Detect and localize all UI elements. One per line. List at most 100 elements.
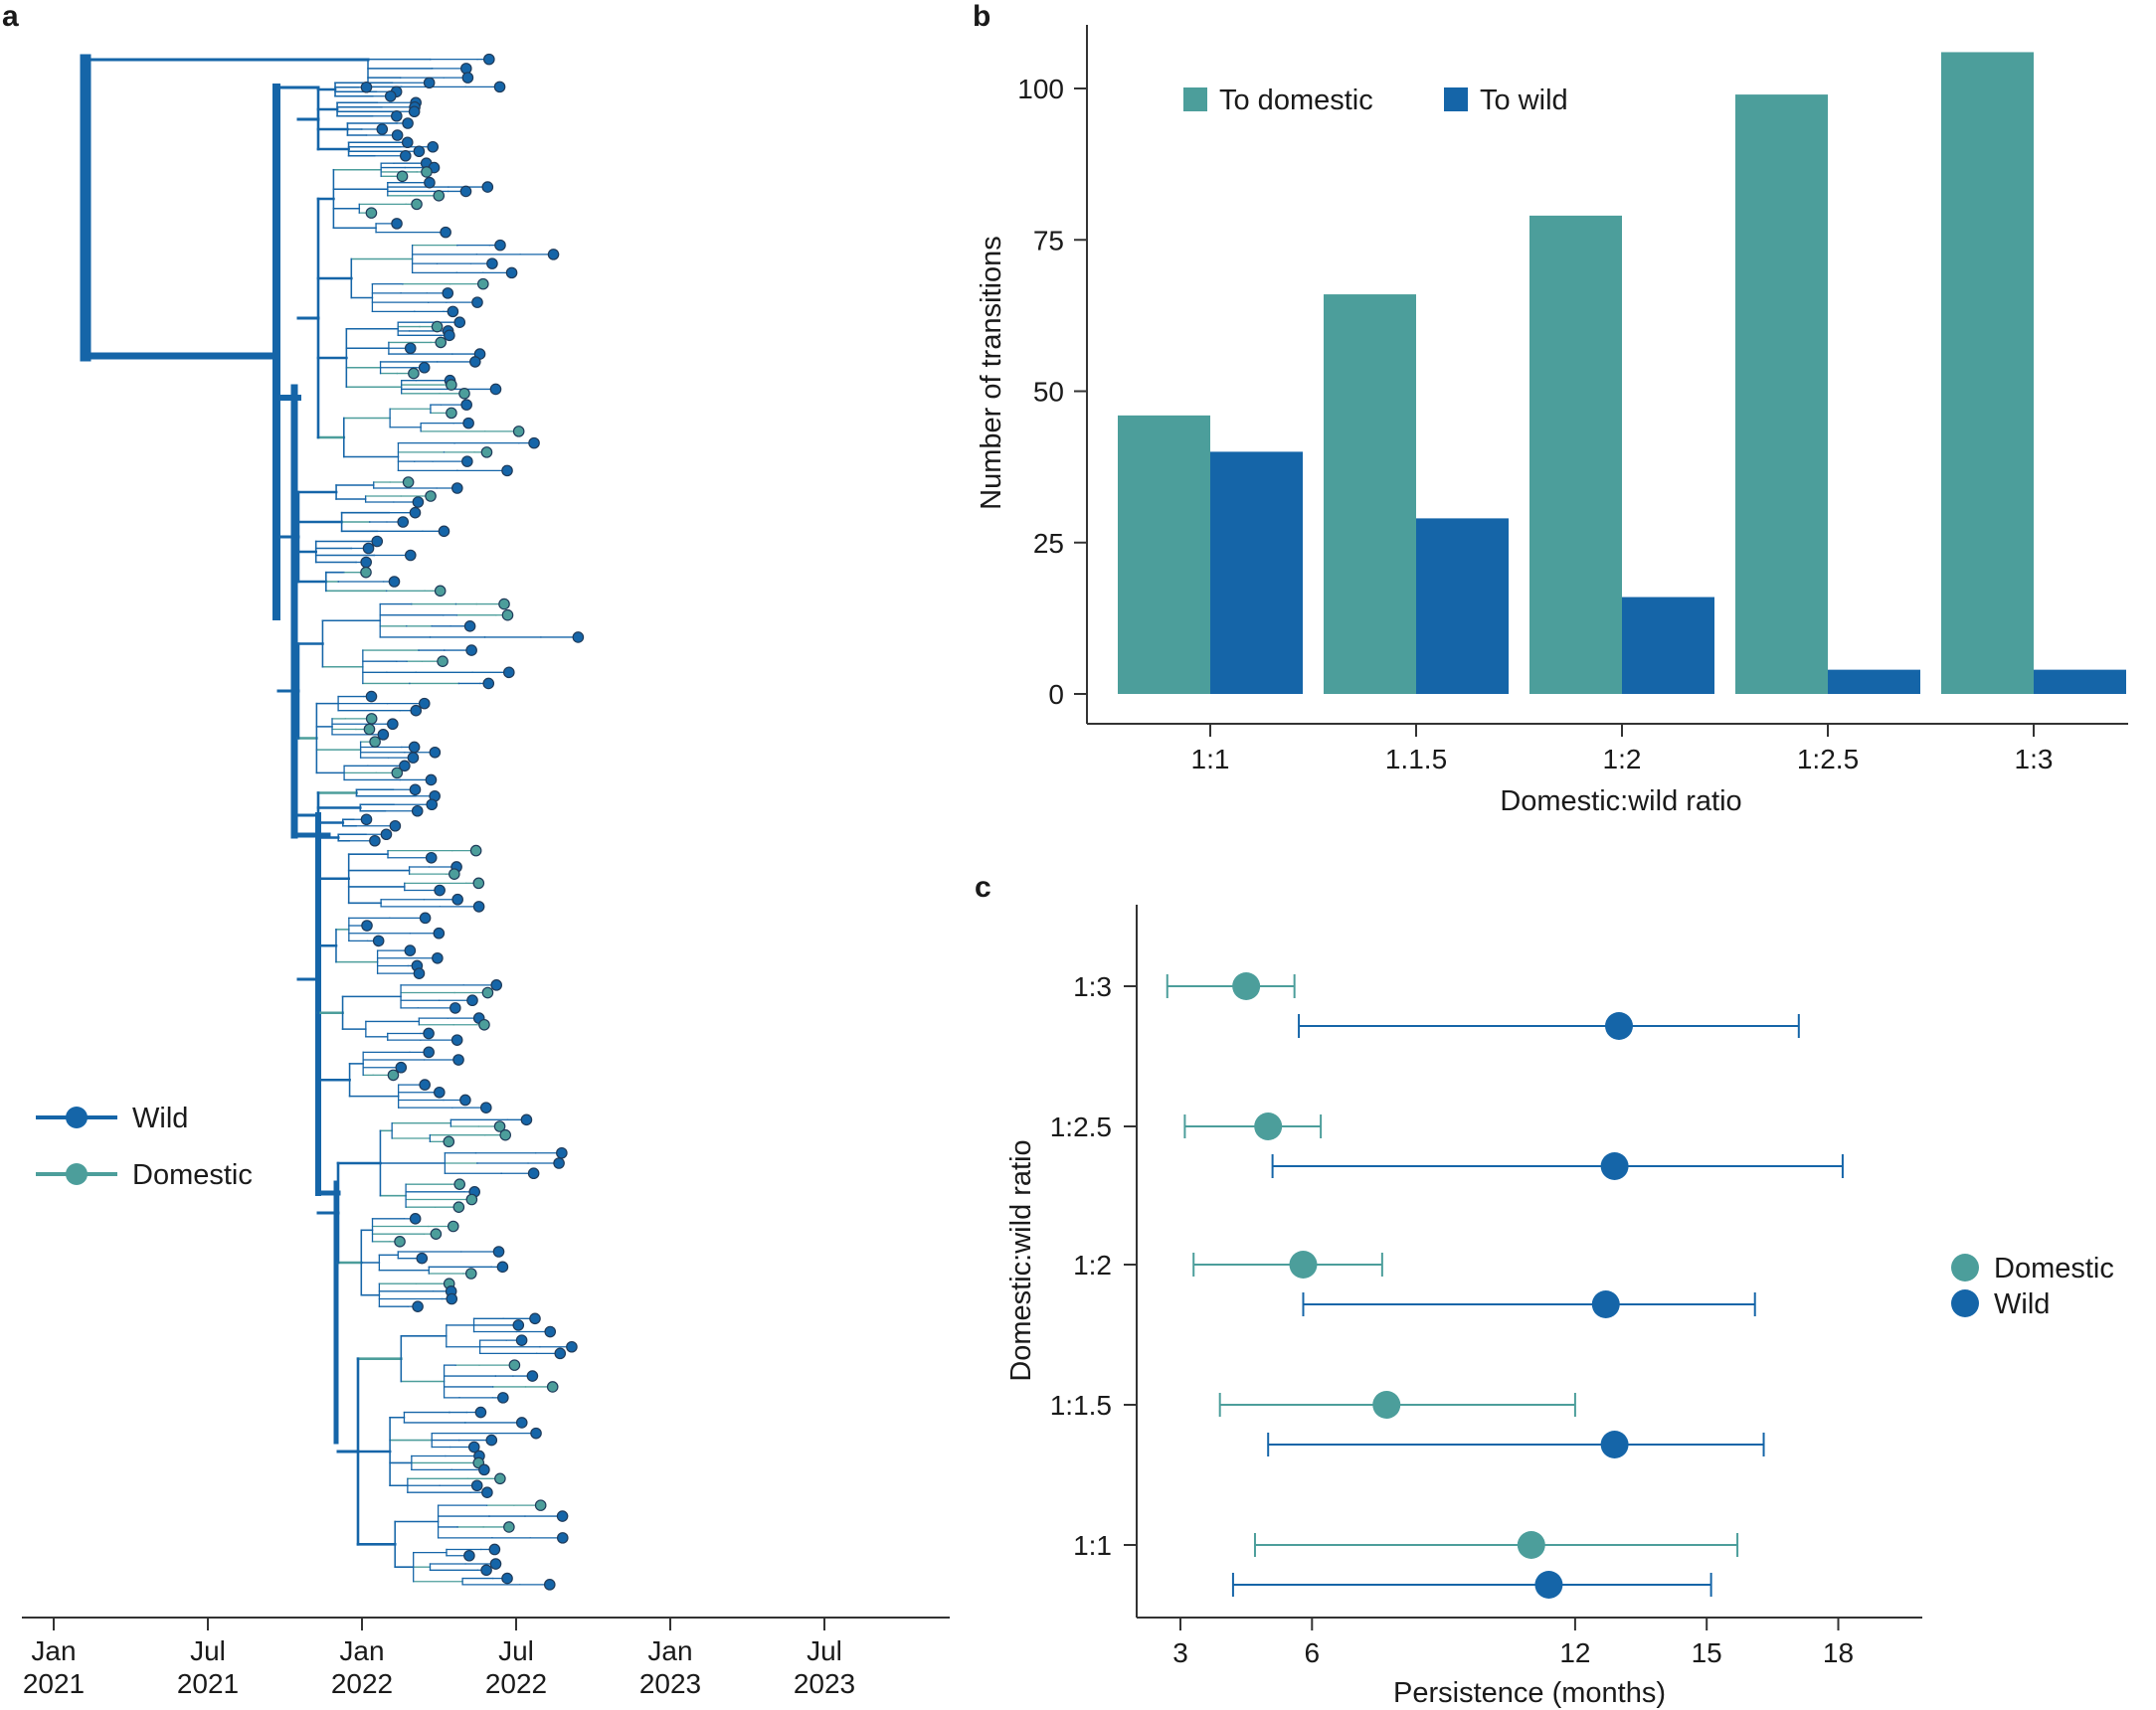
bar-to-wild-1.1.5	[1416, 518, 1509, 694]
tree-tip	[399, 760, 411, 772]
c-x-tick-label: 12	[1559, 1637, 1590, 1668]
tree-tip	[391, 109, 403, 122]
tree-tip	[447, 305, 459, 318]
c-x-tick-label: 3	[1172, 1637, 1188, 1668]
tree-tip	[410, 704, 423, 717]
tree-x-tick-label: Jul 2021	[177, 1635, 239, 1699]
tree-tip	[394, 1236, 406, 1248]
tree-tip	[547, 249, 560, 260]
legend-item-domestic: Domestic	[36, 1159, 253, 1191]
tree-tip	[466, 994, 478, 1007]
tree-tip	[387, 718, 399, 731]
tree-tip	[437, 655, 449, 667]
tree-tip	[425, 773, 438, 786]
c-y-axis-title: Domestic:wild ratio	[1005, 1139, 1037, 1381]
bar-to-domestic-1.1.5	[1324, 294, 1416, 694]
tree-tip	[467, 1441, 480, 1454]
b-legend-swatch-to-wild	[1444, 87, 1468, 111]
tree-tip	[421, 166, 433, 178]
tree-tip	[497, 1392, 509, 1404]
b-y-tick-label: 0	[1048, 679, 1064, 710]
tree-tip	[404, 549, 417, 562]
c-x-tick-label: 15	[1692, 1637, 1722, 1668]
b-legend-swatch-to-domestic	[1183, 87, 1207, 111]
tree-tip	[505, 266, 518, 279]
tree-tip	[446, 1292, 458, 1305]
b-legend-label-to-wild: To wild	[1480, 85, 1568, 116]
tree-legend: Wild Domestic	[36, 1103, 253, 1191]
tree-tip	[493, 81, 506, 93]
tree-tip	[419, 912, 432, 925]
c-y-tick-label: 1:1.5	[1050, 1390, 1112, 1421]
tree-x-tick-label: Jan 2023	[639, 1635, 701, 1699]
tree-tip	[450, 1034, 463, 1046]
tree-tip	[556, 1146, 568, 1159]
tree-tip	[461, 455, 473, 467]
bar-to-domestic-1:2.5	[1735, 94, 1828, 695]
tree-tip	[391, 129, 404, 141]
tree-tip	[479, 1102, 492, 1113]
tree-tip	[483, 53, 495, 66]
tree-tip	[485, 1434, 498, 1447]
point-wild-1:2.5	[1600, 1152, 1629, 1180]
tree-tip	[418, 361, 431, 374]
tree-tip	[556, 1510, 569, 1522]
tree-tip	[482, 677, 495, 690]
tree-tip	[418, 697, 431, 710]
panel-label-c: c	[975, 871, 991, 904]
tree-tip	[431, 320, 444, 333]
tree-tip	[443, 1135, 455, 1148]
tree-tip	[496, 1261, 509, 1274]
bar-to-domestic-1:1	[1118, 415, 1210, 694]
c-legend-label-wild: Wild	[1994, 1288, 2050, 1320]
tree-tip	[461, 72, 474, 84]
tree-tip	[404, 944, 417, 956]
b-x-ticks: 1:1 1.1.5 1:2 1:2.5 1:3	[1191, 724, 2053, 774]
tree-tip	[460, 399, 472, 411]
tree-tip	[433, 927, 446, 940]
tree-tip	[423, 1027, 435, 1040]
tree-tip	[450, 482, 463, 494]
tree-tip	[411, 198, 423, 211]
tree-tip	[444, 329, 455, 342]
tree-tip	[449, 868, 460, 880]
tree-tip	[425, 490, 437, 502]
tree-tip	[490, 979, 503, 991]
tree-tip	[515, 1417, 528, 1429]
tree-tip	[423, 1046, 435, 1059]
tree-tip	[459, 1094, 471, 1107]
tree-tip	[463, 620, 476, 632]
panel-a-tree: Jan 2021 Jul 2021 Jan 2022 Jul 2022 Jan 2023 Jul 20…	[22, 53, 950, 1699]
tree-tip	[453, 316, 466, 328]
tree-tip	[465, 1193, 478, 1206]
bar-to-wild-1:2.5	[1828, 669, 1920, 694]
tree-tip	[459, 185, 472, 198]
tree-tip	[512, 426, 525, 437]
c-x-axis-title: Persistence (months)	[1393, 1677, 1666, 1709]
tree-tip	[503, 666, 515, 679]
tree-tip	[360, 556, 372, 569]
tree-tip	[399, 149, 412, 162]
tree-tip	[416, 1252, 429, 1265]
c-y-ticks: 1:3 1:2.5 1:2 1:1.5 1:1	[1050, 971, 1137, 1561]
tree-tip	[554, 1347, 567, 1360]
tree-tip	[452, 1201, 465, 1213]
tree-tip	[438, 525, 450, 538]
tree-tip	[412, 1300, 424, 1312]
b-y-tick-label: 100	[1017, 74, 1064, 104]
b-y-ticks: 0 25 50 75 100	[1017, 74, 1087, 710]
tree-tip	[446, 407, 457, 420]
tree-tip	[489, 383, 502, 396]
c-legend-marker-domestic	[1951, 1254, 1979, 1282]
panel-c-persistence-chart: 1:3 1:2.5 1:2 1:1.5 1:1 3 6 12 15 18 Persistence…	[1005, 905, 2114, 1709]
tree-tip	[413, 967, 426, 979]
tree-tip	[413, 145, 426, 158]
tree-tip	[486, 257, 498, 269]
tree-tip	[566, 1340, 578, 1353]
c-y-tick-label: 1:1	[1073, 1530, 1112, 1561]
tree-tip	[543, 1579, 556, 1591]
tree-tip	[458, 388, 470, 400]
tree-tip	[384, 89, 397, 102]
tree-tip	[480, 1564, 492, 1577]
